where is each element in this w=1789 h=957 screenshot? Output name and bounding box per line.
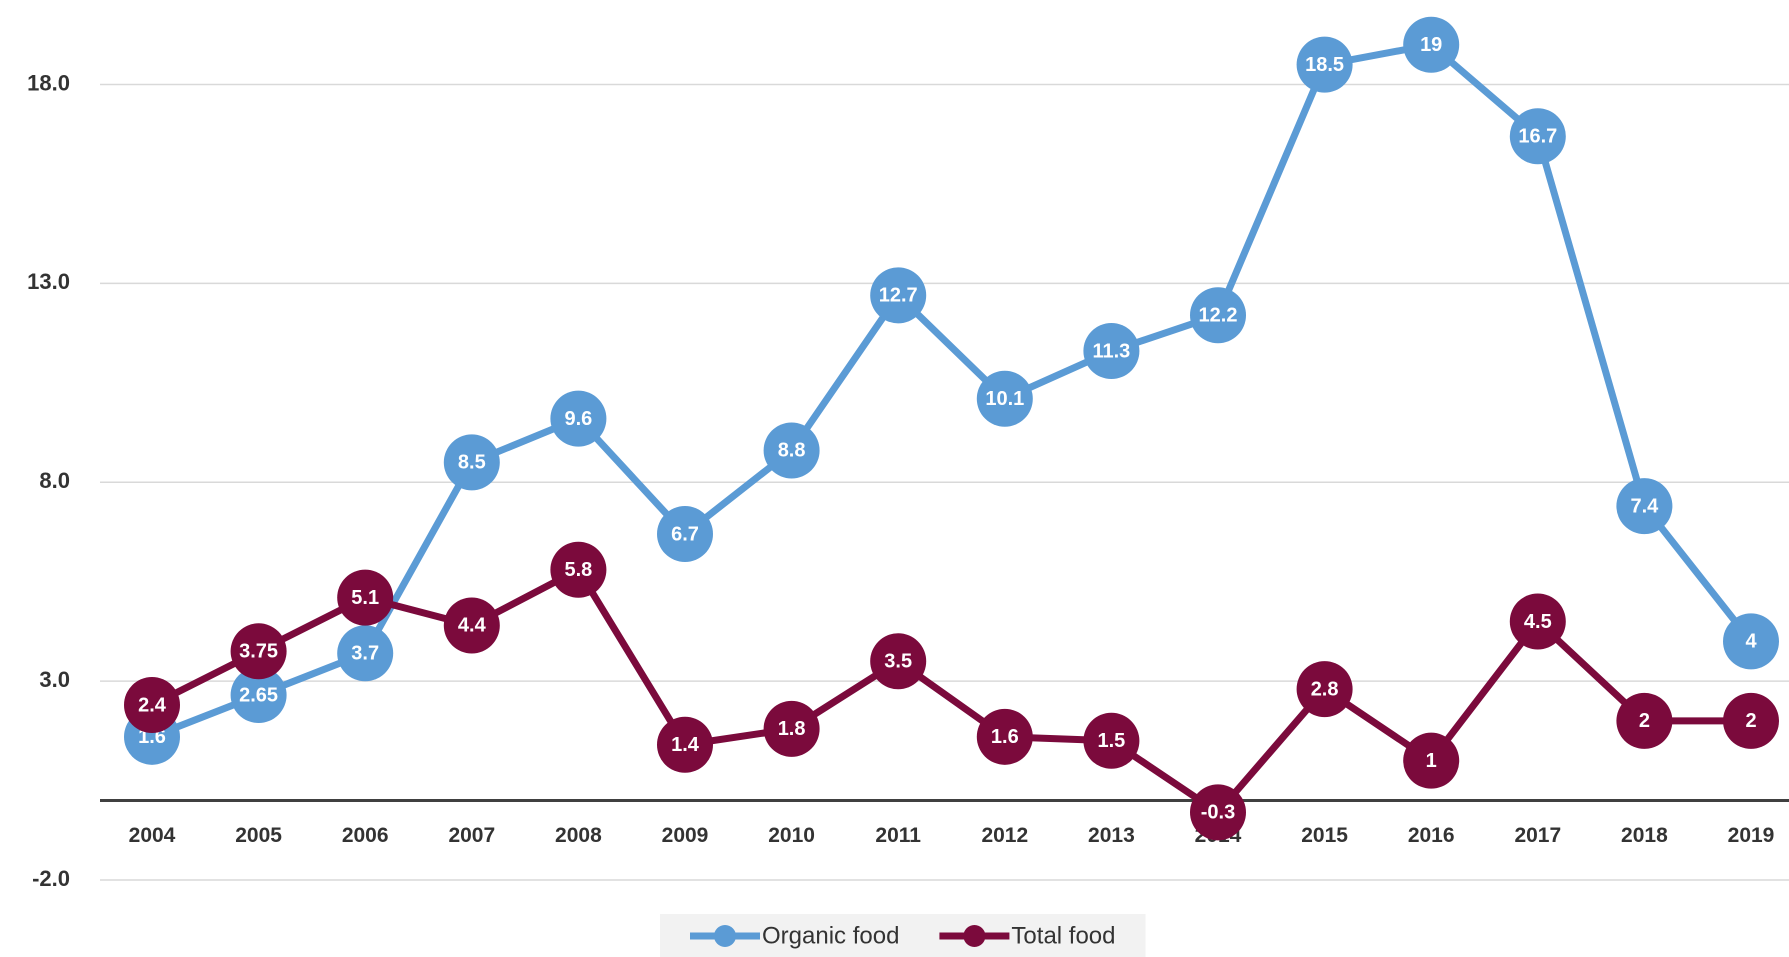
data-label: 2.8 <box>1311 678 1339 700</box>
x-tick-label: 2011 <box>875 824 921 847</box>
marker <box>1509 593 1566 650</box>
marker <box>1296 661 1353 718</box>
data-label: 4 <box>1745 631 1757 653</box>
marker <box>550 541 607 598</box>
x-tick-label: 2009 <box>662 824 709 847</box>
marker <box>1723 692 1779 749</box>
marker <box>1616 478 1673 535</box>
marker <box>870 633 927 690</box>
data-label: 4.4 <box>458 615 487 637</box>
marker <box>443 597 500 654</box>
y-tick-label: -2.0 <box>32 866 70 891</box>
x-tick-label: 2005 <box>235 824 282 847</box>
legend: Organic food Total food <box>660 914 1146 957</box>
data-label: 12.7 <box>879 285 918 307</box>
y-tick-label: 13.0 <box>27 269 70 294</box>
data-label: 7.4 <box>1630 495 1659 517</box>
data-label: -0.3 <box>1201 802 1235 824</box>
marker <box>230 667 287 724</box>
marker <box>763 700 820 757</box>
x-tick-label: 2007 <box>448 824 495 847</box>
data-label: 2 <box>1639 710 1650 732</box>
x-tick-label: 2016 <box>1408 824 1455 847</box>
marker <box>1083 712 1140 769</box>
data-label: 6.7 <box>671 523 699 545</box>
data-label: 1.8 <box>778 718 806 740</box>
data-label: 11.3 <box>1092 340 1130 362</box>
marker <box>657 505 713 562</box>
marker <box>976 708 1033 765</box>
data-label: 1.4 <box>671 734 700 756</box>
data-label: 1 <box>1426 750 1437 772</box>
x-tick-label: 2008 <box>555 824 602 847</box>
data-label: 4.5 <box>1524 611 1552 633</box>
marker <box>1723 613 1779 670</box>
legend-marker <box>963 925 986 947</box>
x-tick-label: 2010 <box>768 824 815 847</box>
data-label: 3.5 <box>884 651 912 673</box>
legend-label: Organic food <box>762 922 899 949</box>
marker <box>1403 732 1460 789</box>
marker <box>1403 16 1460 73</box>
y-tick-label: 8.0 <box>39 468 70 493</box>
data-label: 3.7 <box>351 643 379 665</box>
data-label: 10.1 <box>985 388 1024 410</box>
marker <box>976 370 1033 427</box>
marker <box>1296 36 1353 93</box>
x-tick-label: 2019 <box>1728 824 1775 847</box>
marker <box>1083 323 1140 380</box>
data-label: 1.6 <box>991 726 1019 748</box>
marker <box>763 422 820 479</box>
marker <box>1190 784 1246 841</box>
legend-marker <box>714 925 736 947</box>
marker <box>337 569 394 626</box>
marker <box>1616 692 1673 749</box>
series: 1.6 2.65 3.7 8.5 9.6 6.7 8.8 12.7 10.1 11.3 12.2 18… <box>124 16 1779 765</box>
x-tick-label: 2017 <box>1514 824 1561 847</box>
marker <box>870 267 927 324</box>
x-tick-label: 2018 <box>1621 824 1668 847</box>
data-label: 18.5 <box>1305 54 1344 76</box>
x-tick-label: 2015 <box>1301 824 1348 847</box>
data-label: 2.65 <box>239 684 278 706</box>
marker <box>657 716 713 773</box>
marker <box>337 625 394 682</box>
data-label: 12.2 <box>1199 305 1238 327</box>
marker <box>1190 287 1246 344</box>
x-tick-label: 2006 <box>342 824 389 847</box>
data-label: 8.8 <box>778 440 806 462</box>
marker <box>124 677 180 733</box>
data-label: 2 <box>1745 710 1756 732</box>
legend-label: Total food <box>1011 922 1115 949</box>
marker <box>230 623 287 680</box>
data-label: 3.75 <box>239 641 278 663</box>
data-label: 5.8 <box>564 559 592 581</box>
data-label: 8.5 <box>458 452 486 474</box>
y-tick-label: 3.0 <box>39 667 70 692</box>
data-label: 19 <box>1420 34 1442 56</box>
series-line <box>150 41 1754 741</box>
data-label: 1.5 <box>1097 730 1125 752</box>
y-tick-label: 18.0 <box>27 70 70 95</box>
data-label: 2.4 <box>138 694 167 716</box>
marker <box>550 390 607 447</box>
x-tick-label: 2004 <box>129 824 176 847</box>
data-label: 5.1 <box>351 587 379 609</box>
data-label: 16.7 <box>1518 126 1557 148</box>
series-line <box>150 566 1751 816</box>
series: 2.4 3.75 5.1 4.4 5.8 1.4 1.8 3.5 1.6 1.5 -0.3 2.8 1 4… <box>124 541 1779 841</box>
x-tick-label: 2012 <box>981 824 1028 847</box>
marker <box>1509 108 1566 165</box>
x-tick-label: 2013 <box>1088 824 1135 847</box>
data-label: 9.6 <box>564 408 592 430</box>
marker <box>443 434 500 491</box>
